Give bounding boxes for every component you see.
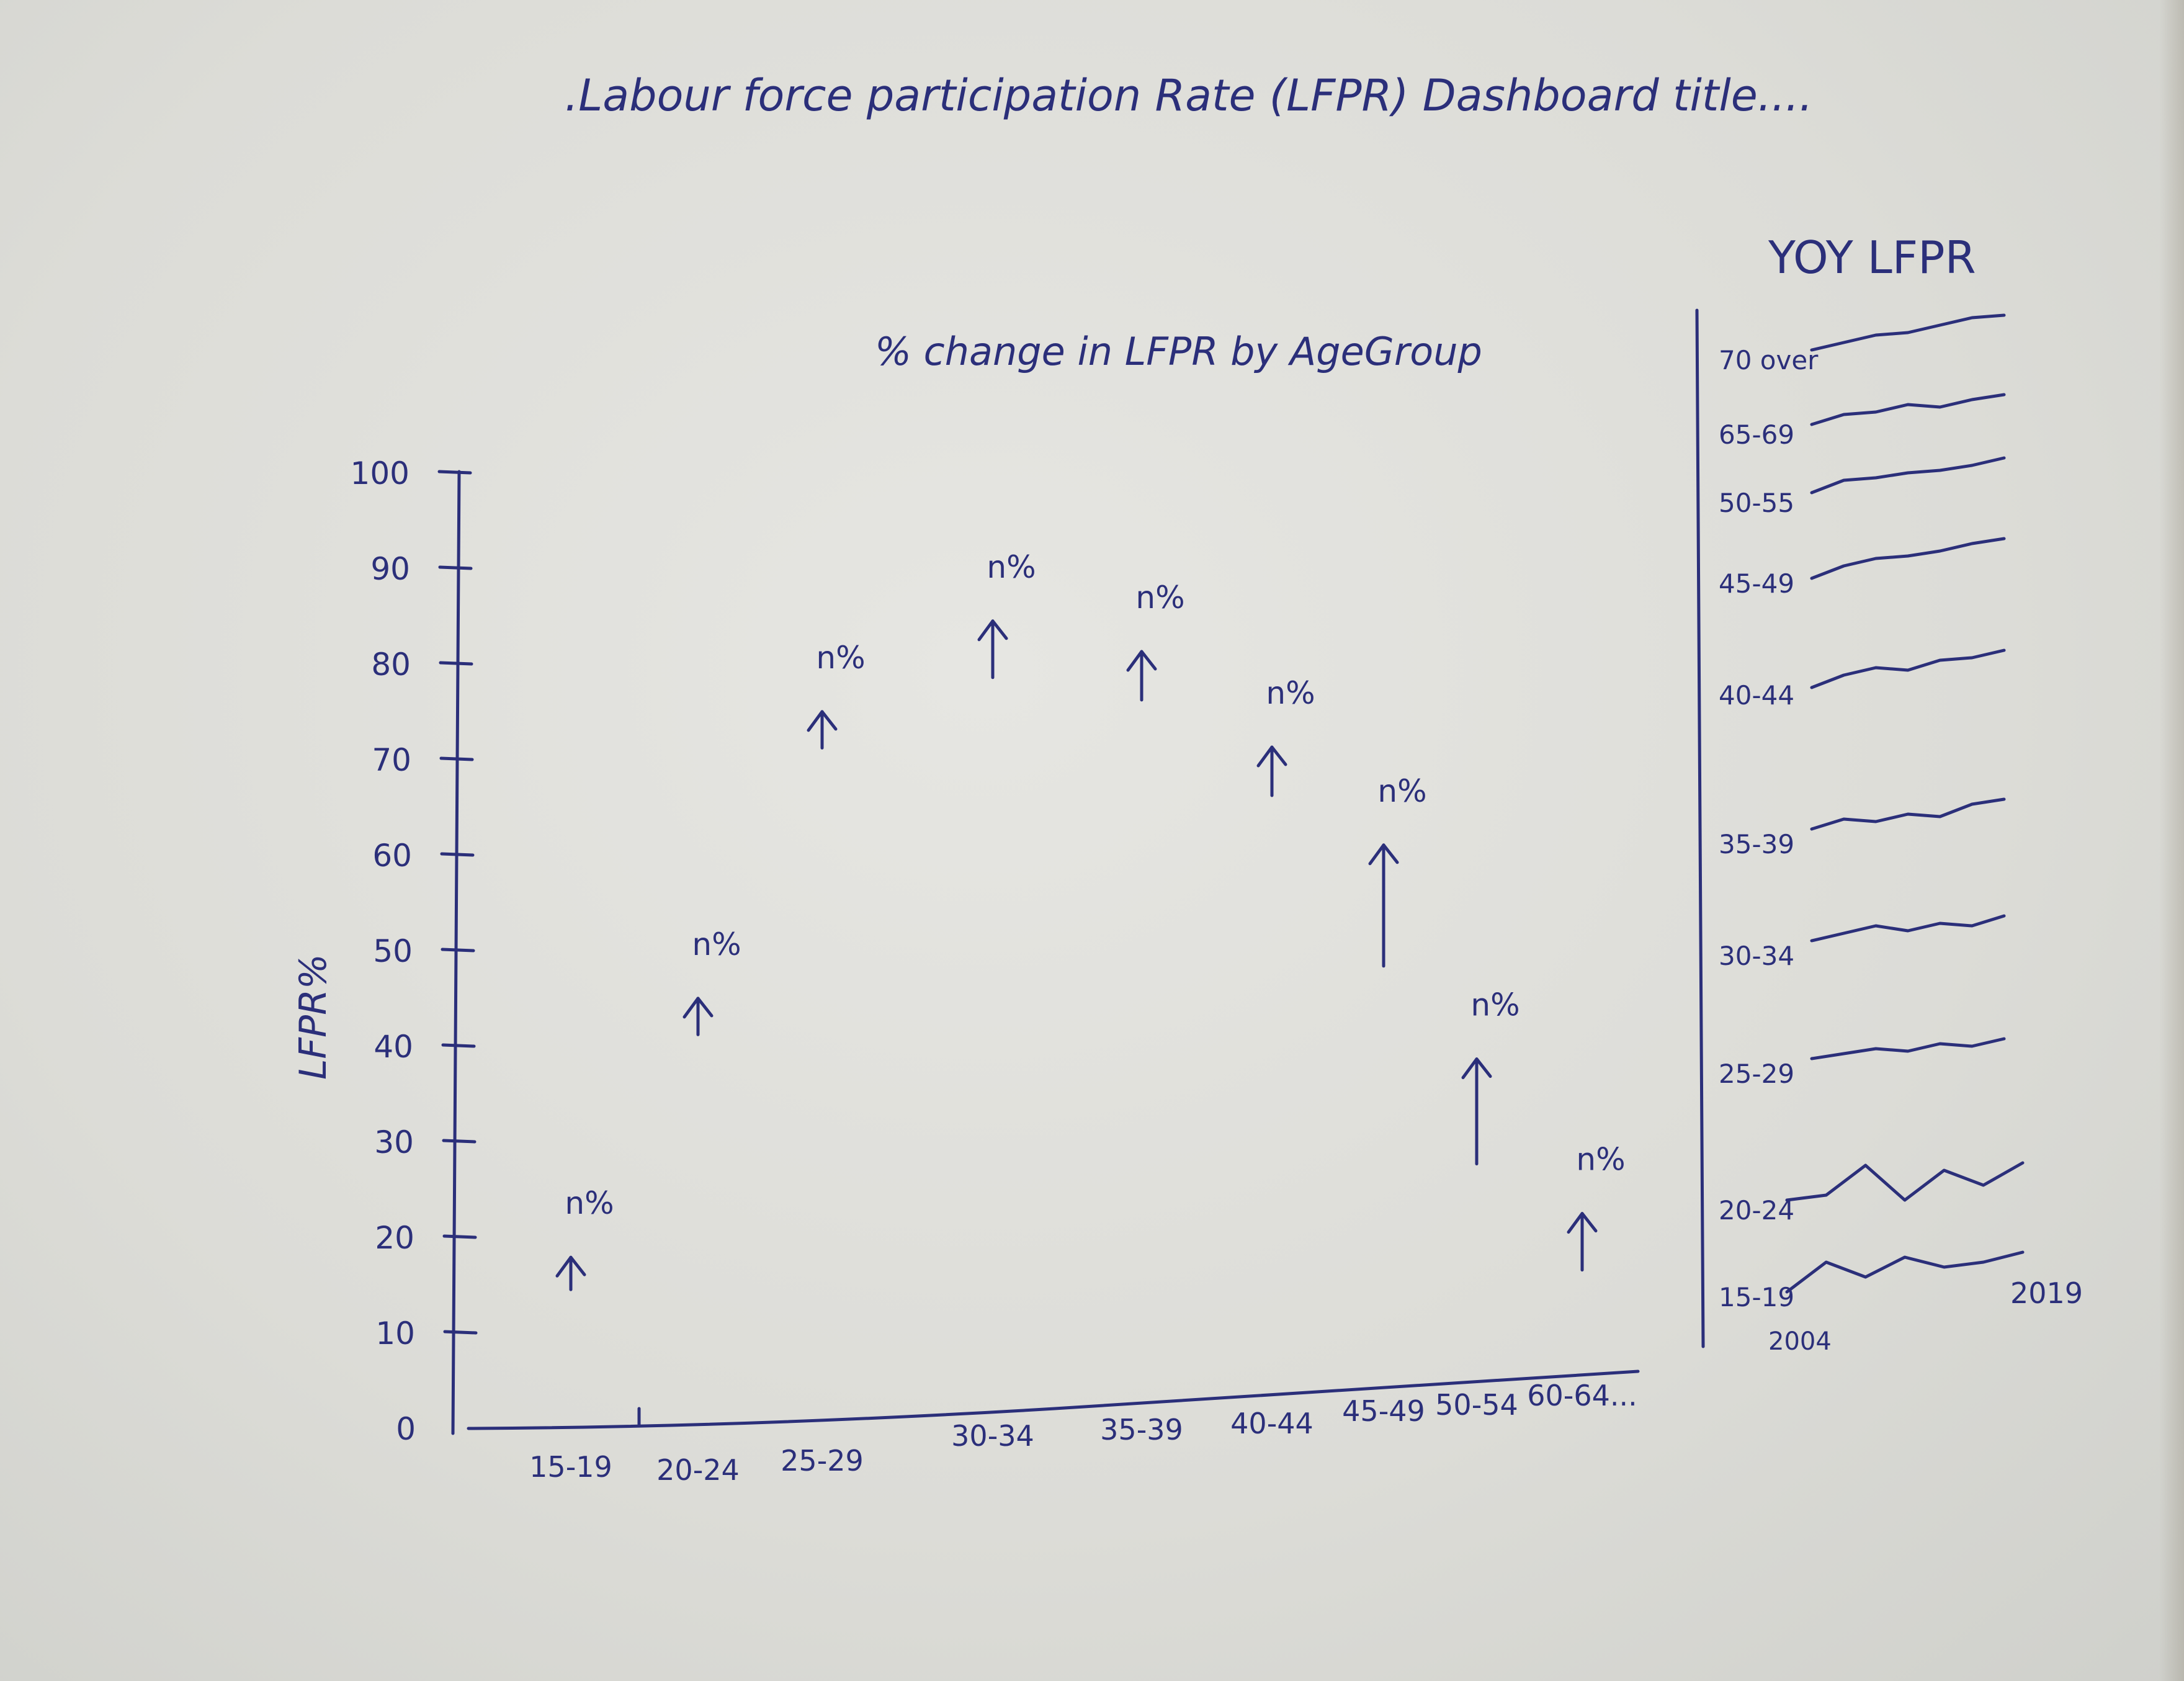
y-tick-label: 0 bbox=[396, 1411, 416, 1447]
data-point-label: n% bbox=[565, 1185, 614, 1221]
y-tick-label: 20 bbox=[375, 1220, 414, 1256]
y-tick-label: 60 bbox=[372, 838, 412, 874]
sparkline bbox=[1810, 914, 2006, 943]
chart-points: n% n% n% n% n% n% n% n% n% bbox=[555, 549, 1626, 1291]
sparkline bbox=[1810, 797, 2006, 831]
y-tick-mark bbox=[441, 1043, 476, 1048]
data-point-arrow bbox=[1256, 745, 1287, 797]
x-tick-label: 40-44 bbox=[1230, 1407, 1314, 1440]
y-tick-mark bbox=[437, 470, 472, 475]
y-tick-mark bbox=[442, 1234, 477, 1239]
yoy-sparklines: 70 over 65-69 50-55 45-49 40-44 35-39 30-34 25-… bbox=[1719, 313, 2025, 1312]
y-tick-label: 40 bbox=[374, 1029, 413, 1065]
x-tick-label: 50-54 bbox=[1435, 1388, 1518, 1422]
sparkline bbox=[1785, 1250, 2025, 1294]
data-point-arrow bbox=[1368, 843, 1399, 968]
data-point-arrow bbox=[1126, 650, 1157, 702]
x-tick-label: 35-39 bbox=[1100, 1413, 1183, 1446]
x-tick-label: 25-29 bbox=[781, 1444, 864, 1477]
x-tick-label: 20-24 bbox=[656, 1453, 740, 1487]
sparkline-label: 15-19 bbox=[1719, 1282, 1794, 1312]
main-chart-title: % change in LFPR by AgeGroup bbox=[875, 329, 1482, 374]
y-tick-label: 70 bbox=[372, 742, 411, 778]
sparkline-label: 40-44 bbox=[1719, 680, 1794, 711]
y-axis-label: LFPR% bbox=[292, 954, 335, 1080]
sparkline bbox=[1810, 393, 2006, 426]
sparkline-label: 45-49 bbox=[1719, 568, 1794, 599]
y-tick-mark bbox=[440, 852, 475, 857]
data-point-label: n% bbox=[1135, 580, 1184, 616]
y-tick-mark bbox=[438, 565, 473, 570]
yoy-panel-divider bbox=[1695, 308, 1705, 1348]
data-point-arrow bbox=[1461, 1057, 1492, 1166]
data-point-label: n% bbox=[692, 926, 741, 962]
y-axis-line bbox=[451, 470, 461, 1435]
data-point-label: n% bbox=[1266, 675, 1315, 711]
sparkline bbox=[1785, 1161, 2025, 1202]
x-tick-label: 30-34 bbox=[951, 1419, 1034, 1453]
data-point-label: n% bbox=[1576, 1142, 1625, 1178]
data-point-arrow bbox=[1567, 1212, 1598, 1272]
y-tick-label: 100 bbox=[351, 455, 410, 491]
y-tick-label: 30 bbox=[374, 1124, 414, 1160]
x-axis-line bbox=[467, 1369, 1640, 1430]
data-point-label: n% bbox=[1377, 773, 1426, 809]
y-tick-label: 10 bbox=[375, 1316, 415, 1352]
data-point-label: n% bbox=[987, 549, 1036, 585]
data-point-label: n% bbox=[816, 640, 865, 676]
sparkline-label: 20-24 bbox=[1719, 1195, 1794, 1226]
x-tick-label: 45-49 bbox=[1342, 1394, 1425, 1428]
sparkline bbox=[1810, 537, 2006, 580]
y-axis-ticks: 0 10 20 30 40 50 60 70 80 90 100 bbox=[351, 455, 478, 1447]
sparkline bbox=[1810, 456, 2006, 495]
y-tick-mark bbox=[441, 948, 475, 953]
sparkline bbox=[1810, 648, 2006, 689]
y-tick-mark bbox=[439, 661, 473, 666]
yoy-end-year-label: 2019 bbox=[2010, 1276, 2083, 1310]
sparkline-label: 65-69 bbox=[1719, 419, 1794, 450]
dashboard-title: .Labour force participation Rate (LFPR) … bbox=[565, 70, 1813, 121]
sparkline bbox=[1810, 313, 2006, 352]
x-axis-tick-labels: 15-19 20-24 25-29 30-34 35-39 40-44 45-49 50-54… bbox=[529, 1379, 1637, 1487]
sparkline-label: 30-34 bbox=[1719, 941, 1794, 971]
sparkline bbox=[1810, 1037, 2006, 1060]
data-point-label: n% bbox=[1470, 987, 1519, 1023]
x-tick-label: 15-19 bbox=[529, 1450, 612, 1484]
data-point-arrow bbox=[555, 1255, 586, 1291]
y-tick-mark bbox=[439, 756, 474, 761]
data-point-arrow bbox=[807, 710, 838, 750]
yoy-panel-title: YOY LFPR bbox=[1768, 231, 1976, 284]
sparkline-label: 35-39 bbox=[1719, 829, 1794, 859]
y-tick-mark bbox=[443, 1330, 478, 1335]
sparkline-label: 25-29 bbox=[1719, 1059, 1794, 1089]
y-tick-label: 90 bbox=[370, 551, 410, 587]
paper-edge-shadow bbox=[2159, 0, 2184, 1681]
y-tick-mark bbox=[442, 1139, 477, 1144]
sparkline-label: 70 over bbox=[1719, 345, 1819, 375]
y-tick-label: 80 bbox=[371, 647, 411, 683]
data-point-arrow bbox=[977, 619, 1008, 679]
y-tick-label: 50 bbox=[373, 933, 413, 969]
sparkline-label: 50-55 bbox=[1719, 488, 1794, 518]
x-tick-label: 60-64... bbox=[1527, 1379, 1637, 1412]
data-point-arrow bbox=[682, 997, 714, 1036]
yoy-start-year-label: 2004 bbox=[1768, 1327, 1832, 1356]
